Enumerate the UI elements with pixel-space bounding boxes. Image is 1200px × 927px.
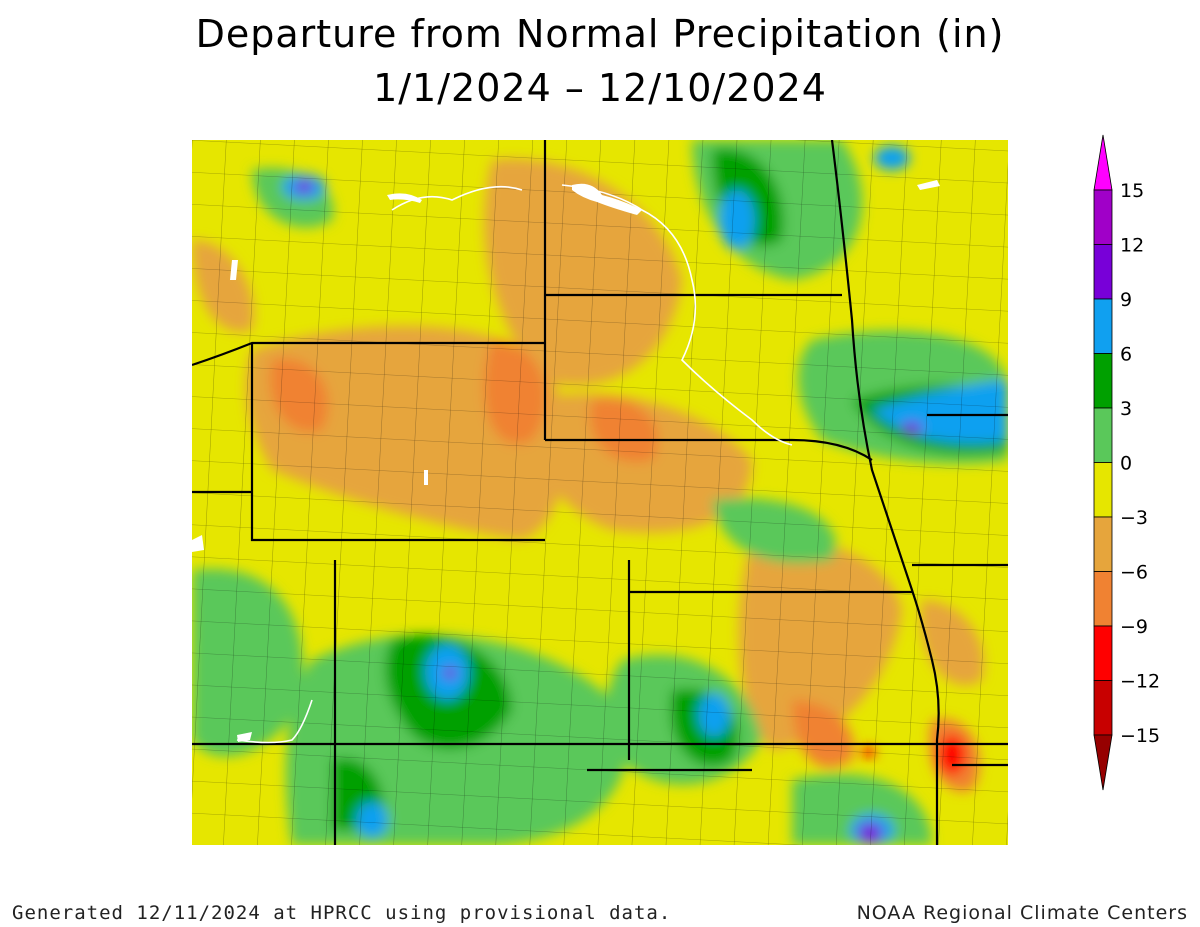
rivers: [236, 184, 793, 744]
legend-label: 15: [1120, 180, 1144, 202]
water-bodies: [192, 180, 940, 742]
legend-bin: [1093, 625, 1113, 681]
legend-label: −12: [1120, 671, 1160, 693]
legend-bin: [1093, 189, 1113, 245]
legend-bin: [1093, 244, 1113, 300]
legend-bin: [1093, 407, 1113, 463]
legend-bin: [1093, 571, 1113, 627]
legend-bin: [1093, 680, 1113, 736]
state-boundaries: [192, 140, 1008, 845]
chart-title: Departure from Normal Precipitation (in): [195, 12, 1005, 56]
legend-top-arrow: [1093, 134, 1113, 191]
legend-label: 0: [1120, 453, 1132, 475]
legend-label: −3: [1120, 507, 1148, 529]
legend-bin: [1093, 462, 1113, 518]
legend-label: 3: [1120, 398, 1132, 420]
legend-label: −15: [1120, 725, 1160, 747]
legend-label: −9: [1120, 616, 1148, 638]
legend-label: 6: [1120, 344, 1132, 366]
color-legend: 15 12 9 6 3 0 −3 −6 −9 −12 −15: [1093, 134, 1160, 791]
legend-label: 12: [1120, 235, 1144, 257]
footer-credit: NOAA Regional Climate Centers: [856, 902, 1188, 924]
county-boundaries: [192, 140, 1008, 845]
precipitation-map: [192, 140, 1008, 845]
legend-bottom-arrow: [1093, 734, 1113, 791]
legend-label: 9: [1120, 289, 1132, 311]
footer-generated-note: Generated 12/11/2024 at HPRCC using prov…: [12, 902, 672, 924]
legend-bin: [1093, 298, 1113, 354]
legend-label: −6: [1120, 562, 1148, 584]
chart-subtitle: 1/1/2024 – 12/10/2024: [373, 66, 827, 110]
legend-bin: [1093, 516, 1113, 572]
legend-bin: [1093, 353, 1113, 409]
